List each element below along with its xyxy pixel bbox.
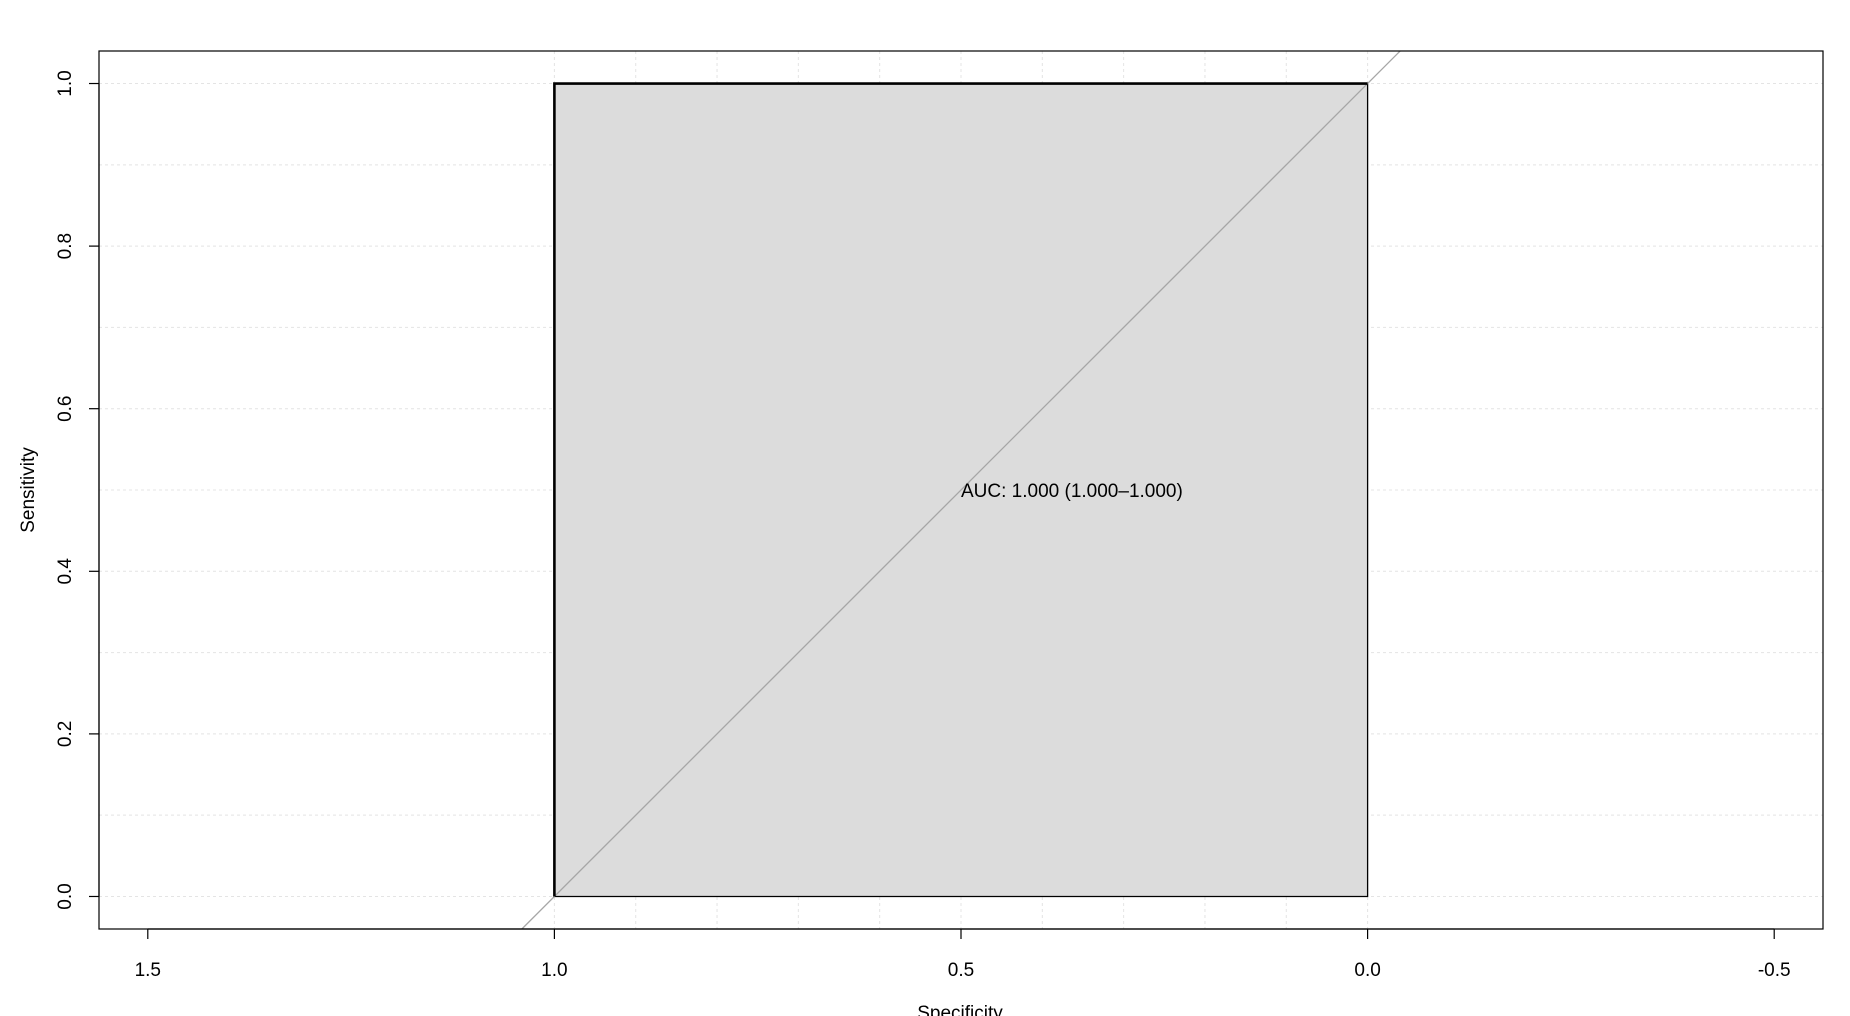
- reference-line: [521, 50, 1401, 930]
- roc-curve: [553, 82, 1368, 897]
- x-tick-label: 1.0: [541, 960, 567, 981]
- x-tick-label: 0.5: [948, 960, 974, 981]
- y-tick-label: 0.6: [55, 395, 76, 421]
- x-tick-label: -0.5: [1758, 960, 1791, 981]
- y-tick-label: 0.0: [55, 883, 76, 909]
- y-tick-label: 0.2: [55, 721, 76, 747]
- y-tick-label: 0.4: [55, 558, 76, 585]
- y-tick-label: 1.0: [55, 70, 76, 96]
- y-axis: 0.0 0.2 0.4 0.6 0.8 1.0: [55, 70, 100, 910]
- y-tick-label: 0.8: [55, 233, 76, 259]
- x-tick-label: 1.5: [135, 960, 161, 981]
- reference-diagonal: [521, 50, 1401, 930]
- x-tick-label: 0.0: [1354, 960, 1380, 981]
- x-axis-title: Specificity: [917, 1003, 1003, 1016]
- y-axis-title: Sensitivity: [18, 447, 39, 533]
- x-axis: 1.5 1.0 0.5 0.0 -0.5: [135, 928, 1791, 981]
- auc-annotation: AUC: 1.000 (1.000–1.000): [961, 481, 1183, 502]
- roc-curve-line: [553, 82, 1368, 897]
